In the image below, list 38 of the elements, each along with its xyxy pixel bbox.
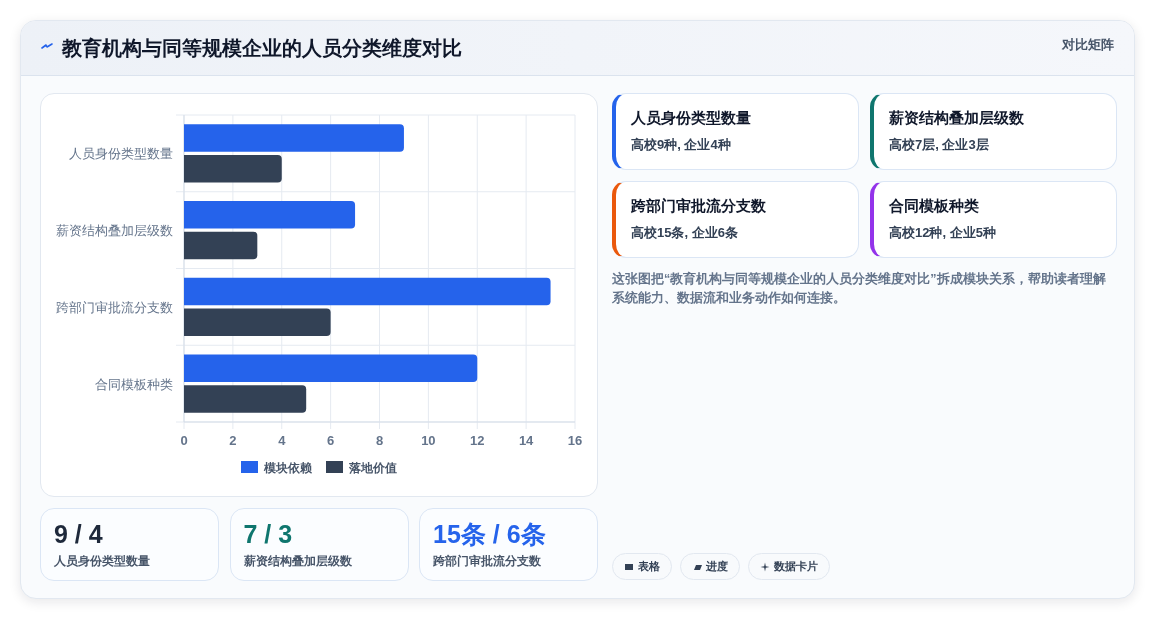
text: 这张图把“教育机构与同等规模企业的人员分类维度对比”拆成模块关系，帮助读者理解系统能力、数据流和业务动作如何连接。: [612, 270, 1107, 307]
bar: [184, 200, 356, 229]
bar: [184, 154, 282, 183]
y-tick-label: 薪资结构叠加层级数: [56, 223, 173, 239]
x-tick-label: 8: [375, 433, 384, 448]
text: 9 / 4: [54, 519, 103, 549]
x-tick-label: 6: [327, 433, 335, 448]
text: 表格: [638, 559, 660, 574]
text: 教育机构与同等规模企业的人员分类维度对比: [62, 36, 462, 61]
bar: [184, 124, 404, 152]
y-tick-label: 跨部门审批流分支数: [56, 299, 173, 315]
x-tick-label: 16: [567, 433, 583, 448]
bar: [184, 231, 258, 260]
card: 薪资结构叠加层级数 高校7层, 企业3层: [870, 93, 1117, 170]
x-tick-label: 4: [278, 433, 287, 448]
text: 跨部门审批流分支数: [433, 553, 541, 569]
x-tick-label: 0: [180, 433, 188, 448]
x-tick-label: 2: [229, 433, 237, 448]
x-tick-label: 10: [421, 433, 436, 448]
text: 15条 / 6条: [433, 519, 546, 549]
bar: [184, 354, 478, 383]
text: 薪资结构叠加层级数: [243, 553, 352, 569]
card: 合同模板种类 高校12种, 企业5种: [870, 181, 1117, 258]
card: 人员身份类型数量 高校9种, 企业4种: [612, 93, 859, 170]
bar: [184, 385, 307, 413]
x-tick-label: 12: [470, 433, 485, 448]
text: 7 / 3: [243, 519, 293, 549]
card: 跨部门审批流分支数 高校15条, 企业6条: [612, 181, 859, 258]
x-tick-label: 14: [518, 433, 535, 448]
y-tick-label: 合同模板种类: [95, 376, 173, 392]
y-tick-label: 人员身份类型数量: [69, 146, 173, 162]
text: 数据卡片: [774, 559, 818, 574]
text: 进度: [706, 559, 728, 574]
text: 对比矩阵: [1062, 36, 1114, 53]
bar: [184, 308, 331, 337]
legend-label: 模块依赖: [263, 461, 313, 475]
legend-label: 落地价值: [348, 461, 397, 475]
bar: [184, 277, 551, 306]
